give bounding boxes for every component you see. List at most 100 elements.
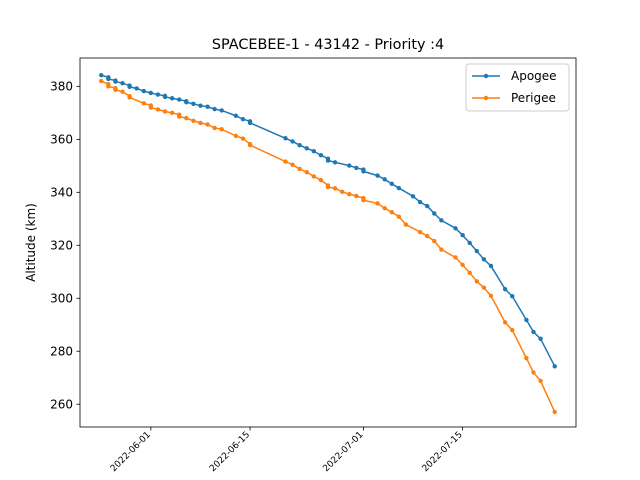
apogee-point <box>432 211 437 216</box>
apogee-point <box>354 165 359 171</box>
perigee-point <box>233 133 239 139</box>
perigee-point <box>120 89 125 94</box>
perigee-point <box>502 320 508 325</box>
apogee-point <box>510 293 515 299</box>
apogee-point <box>460 233 465 238</box>
chart-title: SPACEBEE-1 - 43142 - Priority :4 <box>212 37 444 53</box>
apogee-point <box>120 80 125 86</box>
apogee-point <box>325 158 331 163</box>
perigee-point <box>99 78 104 84</box>
perigee-point <box>247 142 253 148</box>
perigee-point <box>283 159 288 164</box>
perigee-point <box>396 214 402 219</box>
perigee-point <box>162 109 168 114</box>
legend-perigee-label: Perigee <box>511 91 556 105</box>
apogee-point <box>361 169 366 174</box>
apogee-point <box>247 120 253 126</box>
perigee-point <box>240 136 246 141</box>
perigee-point <box>425 233 430 239</box>
legend-apogee-label: Apogee <box>511 69 557 83</box>
perigee-point <box>552 409 557 415</box>
apogee-point <box>212 106 217 112</box>
apogee-point <box>198 103 203 108</box>
apogee-point <box>439 218 444 223</box>
perigee-point <box>339 189 345 194</box>
perigee-point <box>481 285 487 290</box>
apogee-point <box>453 226 458 231</box>
apogee-point <box>531 329 536 335</box>
apogee-point <box>290 139 295 144</box>
perigee-point <box>325 184 331 190</box>
y-tick-label: 380 <box>50 80 73 94</box>
legend-item-perigee: Perigee <box>472 91 556 105</box>
perigee-point <box>169 110 175 116</box>
perigee-point <box>297 166 302 172</box>
perigee-point <box>198 120 203 126</box>
apogee-point <box>240 116 246 122</box>
legend: Apogee Perigee <box>465 63 570 112</box>
perigee-point <box>318 177 324 183</box>
perigee-point <box>148 105 154 110</box>
perigee-point <box>141 101 146 106</box>
apogee-point <box>538 336 543 341</box>
apogee-point <box>417 199 423 205</box>
perigee-point <box>382 206 387 211</box>
apogee-point <box>481 257 487 262</box>
apogee-point <box>389 181 394 187</box>
apogee-point <box>425 203 430 209</box>
apogee-point <box>347 163 352 168</box>
apogee-point <box>233 113 239 118</box>
y-tick-label: 280 <box>50 345 73 359</box>
apogee-point <box>332 160 338 165</box>
apogee-point <box>177 97 182 102</box>
perigee-point <box>460 262 465 268</box>
perigee-point <box>453 255 458 260</box>
apogee-point <box>155 92 161 97</box>
series-layer <box>99 73 557 415</box>
plot-frame <box>79 57 577 428</box>
legend-item-apogee: Apogee <box>472 69 557 83</box>
apogee-point <box>169 96 175 101</box>
perigee-point <box>191 118 196 123</box>
perigee-point <box>474 279 479 284</box>
apogee-point <box>162 94 168 100</box>
perigee-point <box>155 107 161 112</box>
perigee-point <box>184 115 189 121</box>
y-tick-label: 300 <box>50 292 73 306</box>
perigee-point <box>439 247 444 252</box>
y-tick-label: 320 <box>50 239 73 253</box>
apogee-point <box>205 104 210 109</box>
apogee-point <box>219 108 224 113</box>
perigee-point <box>467 270 472 276</box>
apogee-point <box>283 136 288 141</box>
perigee-point <box>304 169 309 175</box>
perigee-point <box>524 355 529 361</box>
y-tick-label: 340 <box>50 186 73 200</box>
perigee-point <box>375 201 380 206</box>
perigee-point <box>311 174 317 179</box>
apogee-point <box>467 240 472 246</box>
perigee-point <box>212 125 217 131</box>
apogee-point <box>99 73 104 78</box>
perigee-point <box>219 127 224 132</box>
apogee-point <box>488 263 494 269</box>
perigee-point <box>177 114 182 119</box>
y-tick-label: 260 <box>50 398 73 412</box>
apogee-point <box>127 84 132 90</box>
legend-apogee-marker <box>483 73 489 79</box>
y-tick-label: 360 <box>50 133 73 147</box>
apogee-point <box>396 185 402 191</box>
apogee-point <box>134 86 139 91</box>
apogee-point <box>141 88 146 94</box>
apogee-point <box>382 177 387 182</box>
series-apogee <box>99 73 557 369</box>
apogee-point <box>318 153 324 158</box>
apogee-point <box>311 149 317 154</box>
perigee-point <box>488 293 494 299</box>
perigee-point <box>332 186 338 191</box>
apogee-point <box>148 90 154 96</box>
apogee-point <box>106 76 111 82</box>
legend-perigee-marker <box>483 95 489 101</box>
perigee-point <box>538 378 543 384</box>
